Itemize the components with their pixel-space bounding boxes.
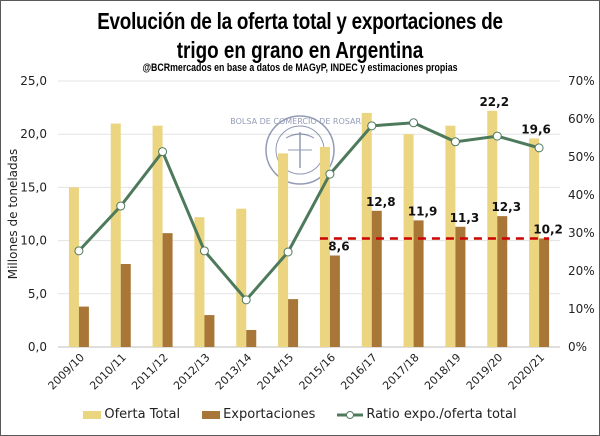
bar-oferta-total <box>445 125 456 347</box>
chart-title-line1: Evolución de la oferta total y exportaci… <box>97 8 503 34</box>
data-label-exportaciones: 8,6 <box>328 239 349 253</box>
ratio-point <box>74 246 84 256</box>
y2-tick-label: 50% <box>568 150 595 164</box>
bar-exportaciones <box>78 306 89 347</box>
bar-oferta-total <box>278 153 289 347</box>
bar-exportaciones <box>413 220 424 347</box>
ratio-point <box>492 131 502 141</box>
legend: Oferta Total Exportaciones Ratio expo./o… <box>0 407 600 422</box>
ratio-point <box>534 143 544 153</box>
y-tick-label: 0,0 <box>28 340 47 354</box>
x-tick-label: 2017/18 <box>380 351 422 393</box>
x-tick-label: 2010/11 <box>87 351 129 393</box>
ratio-point <box>409 118 419 128</box>
y-tick-label: 10,0 <box>20 234 47 248</box>
x-tick-label: 2012/13 <box>171 351 213 393</box>
bar-oferta-total <box>110 123 121 347</box>
bar-oferta-total <box>529 138 540 347</box>
bar-exportaciones <box>246 329 257 347</box>
bar-exportaciones <box>162 233 173 347</box>
y-tick-label: 15,0 <box>20 180 47 194</box>
bar-exportaciones <box>288 299 299 347</box>
legend-item-oferta: Oferta Total <box>83 407 180 422</box>
y2-tick-label: 0% <box>568 340 587 354</box>
data-label-exportaciones: 10,2 <box>533 222 563 236</box>
legend-swatch-oferta <box>83 410 102 419</box>
data-label-oferta: 19,6 <box>521 122 551 136</box>
ratio-point <box>158 147 168 157</box>
y2-tick-label: 30% <box>568 226 595 240</box>
x-tick-label: 2020/21 <box>506 351 548 393</box>
bar-exportaciones <box>204 315 215 347</box>
legend-label-oferta: Oferta Total <box>104 407 181 422</box>
bar-oferta-total <box>152 125 163 347</box>
y-tick-label: 25,0 <box>20 74 47 88</box>
bar-exportaciones <box>497 216 508 347</box>
y-tick-label: 20,0 <box>20 127 47 141</box>
ratio-point <box>450 137 460 147</box>
x-tick-label: 2009/10 <box>46 351 88 393</box>
legend-label-ratio: Ratio expo./oferta total <box>366 407 517 422</box>
ratio-point <box>367 121 377 131</box>
y2-tick-label: 60% <box>568 112 595 126</box>
legend-line-marker-icon <box>337 410 364 419</box>
bar-exportaciones <box>120 264 131 347</box>
bar-oferta-total <box>487 110 498 348</box>
ratio-point <box>325 169 335 179</box>
x-tick-label: 2018/19 <box>422 351 464 393</box>
bar-exportaciones <box>455 226 466 347</box>
bar-oferta-total <box>361 112 372 347</box>
y2-tick-label: 10% <box>568 302 595 316</box>
bar-exportaciones <box>329 255 340 347</box>
data-label-exportaciones: 11,9 <box>408 204 438 218</box>
bar-oferta-total <box>194 217 205 347</box>
data-label-exportaciones: 12,8 <box>366 195 396 209</box>
x-tick-label: 2014/15 <box>255 351 297 393</box>
legend-item-exportaciones: Exportaciones <box>202 407 315 422</box>
bar-oferta-total <box>68 187 79 347</box>
ratio-line <box>77 121 540 303</box>
bar-oferta-total <box>319 146 330 347</box>
data-label-oferta: 22,2 <box>479 95 509 109</box>
legend-item-ratio: Ratio expo./oferta total <box>337 407 517 422</box>
chart-title-line2: trigo en grano en Argentina <box>176 37 424 63</box>
bar-exportaciones <box>539 238 550 347</box>
ratio-point <box>199 246 209 256</box>
x-tick-label: 2016/17 <box>338 351 380 393</box>
data-label-exportaciones: 12,3 <box>491 200 521 214</box>
y-axis-label: Millones de toneladas <box>6 149 20 280</box>
watermark-text: BOLSA DE COMERCIO DE ROSARIO <box>230 117 369 126</box>
bar-oferta-total <box>403 134 414 347</box>
chart-subtitle: @BCRmercados en base a datos de MAGyP, I… <box>142 62 458 74</box>
legend-swatch-exportaciones <box>202 410 221 419</box>
x-tick-label: 2011/12 <box>129 351 171 393</box>
watermark-seal: BOLSA DE COMERCIO DE ROSARIO <box>230 115 370 185</box>
y2-tick-label: 70% <box>568 74 595 88</box>
legend-label-exportaciones: Exportaciones <box>223 407 316 422</box>
x-tick-label: 2013/14 <box>213 351 255 393</box>
y2-tick-label: 20% <box>568 264 595 278</box>
y2-tick-label: 40% <box>568 188 595 202</box>
y-tick-label: 5,0 <box>28 287 47 301</box>
ratio-point <box>241 295 251 305</box>
x-tick-label: 2019/20 <box>464 351 506 393</box>
ratio-point <box>283 247 293 257</box>
bar-oferta-total <box>236 208 247 347</box>
bar-exportaciones <box>371 210 382 347</box>
ratio-point <box>116 201 126 211</box>
x-tick-label: 2015/16 <box>297 351 339 393</box>
data-label-exportaciones: 11,3 <box>450 211 480 225</box>
